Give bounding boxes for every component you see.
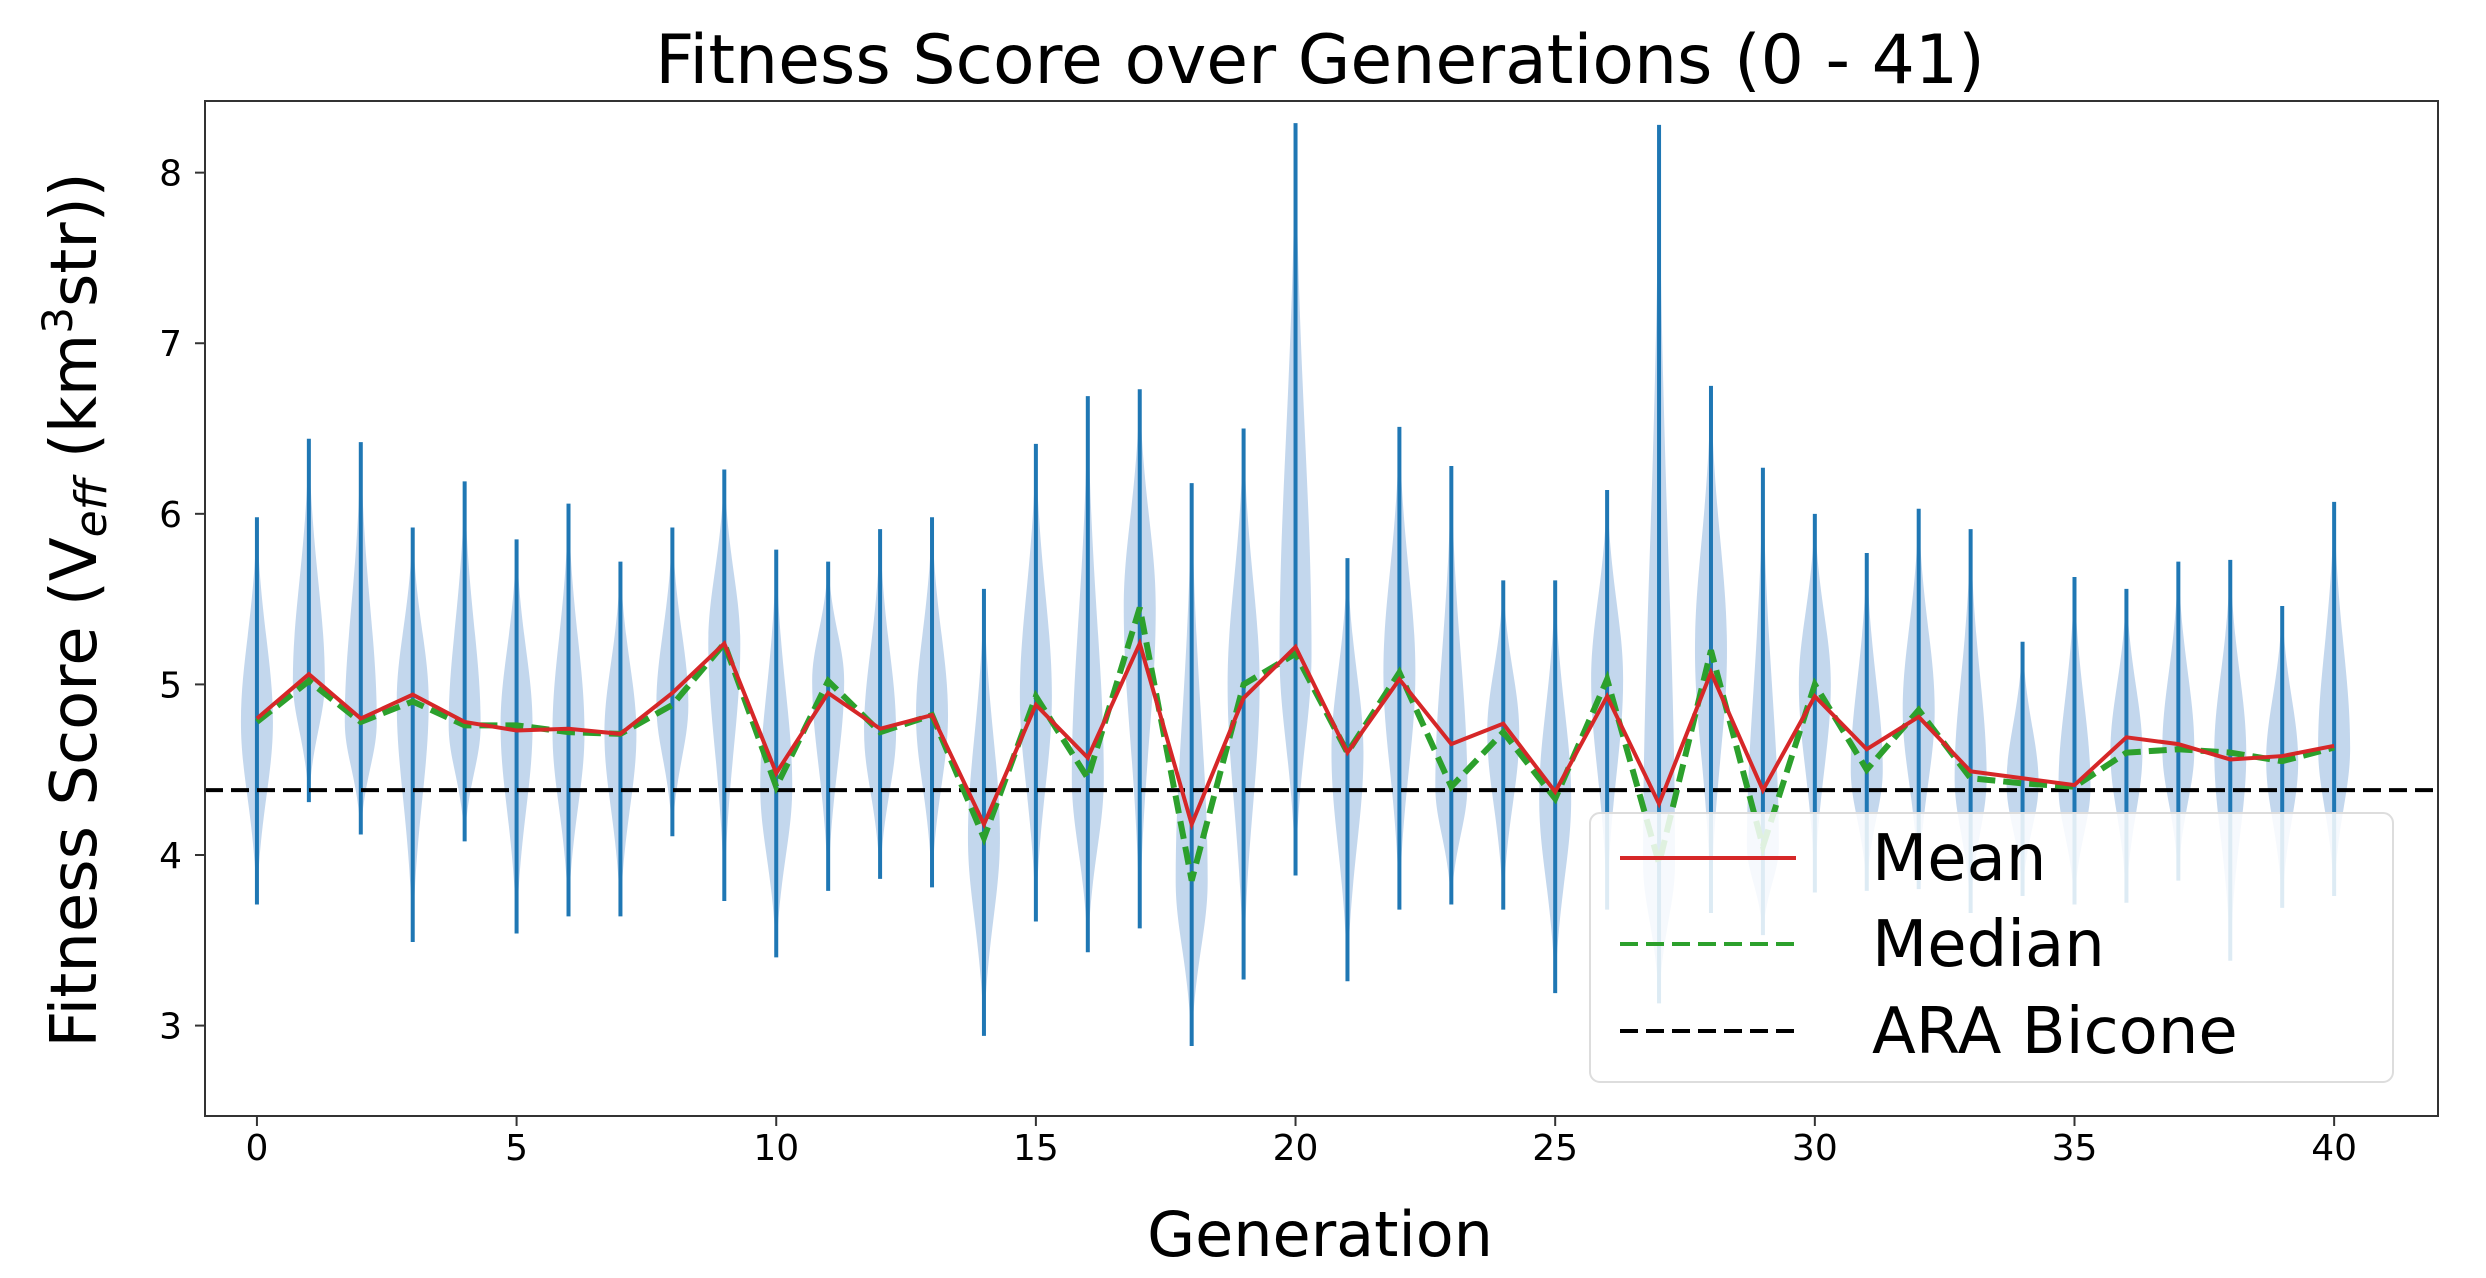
legend-median-label: Median <box>1872 908 2105 982</box>
y-label-mid: (km <box>38 334 112 479</box>
legend: Mean Median ARA Bicone <box>1589 812 2394 1083</box>
plot-frame <box>204 100 2439 1117</box>
y-tick-label: 7 <box>159 324 182 365</box>
x-axis: 0 5 10 15 20 25 30 35 40 <box>245 1116 2357 1169</box>
y-label-main: Fitness Score (V <box>38 537 112 1048</box>
y-tick-label: 6 <box>159 495 182 536</box>
x-tick-label: 15 <box>1013 1128 1059 1169</box>
series-layer <box>205 606 2438 882</box>
x-tick-label: 35 <box>2052 1128 2098 1169</box>
legend-box <box>1589 812 2394 1083</box>
x-tick-label: 10 <box>753 1128 799 1169</box>
x-axis-label: Generation <box>1147 1198 1493 1271</box>
y-axis-label: Fitness Score (Veff (km3str)) <box>33 172 117 1047</box>
y-tick-label: 5 <box>159 665 182 706</box>
x-tick-label: 5 <box>505 1128 528 1169</box>
median-line <box>255 606 2335 882</box>
x-tick-label: 40 <box>2311 1128 2357 1169</box>
x-tick-label: 20 <box>1273 1128 1319 1169</box>
mean-line <box>255 637 2335 831</box>
y-label-sup: 3 <box>33 307 82 334</box>
y-tick-label: 4 <box>159 836 182 877</box>
legend-mean-label: Mean <box>1872 822 2046 896</box>
x-tick-label: 0 <box>245 1128 268 1169</box>
chart-title: Fitness Score over Generations (0 - 41) <box>655 21 1984 100</box>
y-label-end: str)) <box>38 172 112 307</box>
y-label-sub: eff <box>66 474 117 537</box>
x-tick-label: 30 <box>1792 1128 1838 1169</box>
y-tick-label: 8 <box>159 154 182 195</box>
x-tick-label: 25 <box>1532 1128 1578 1169</box>
y-axis: 3 4 5 6 7 8 <box>159 154 205 1048</box>
y-tick-label: 3 <box>159 1007 182 1048</box>
legend-ara-label: ARA Bicone <box>1872 995 2238 1069</box>
